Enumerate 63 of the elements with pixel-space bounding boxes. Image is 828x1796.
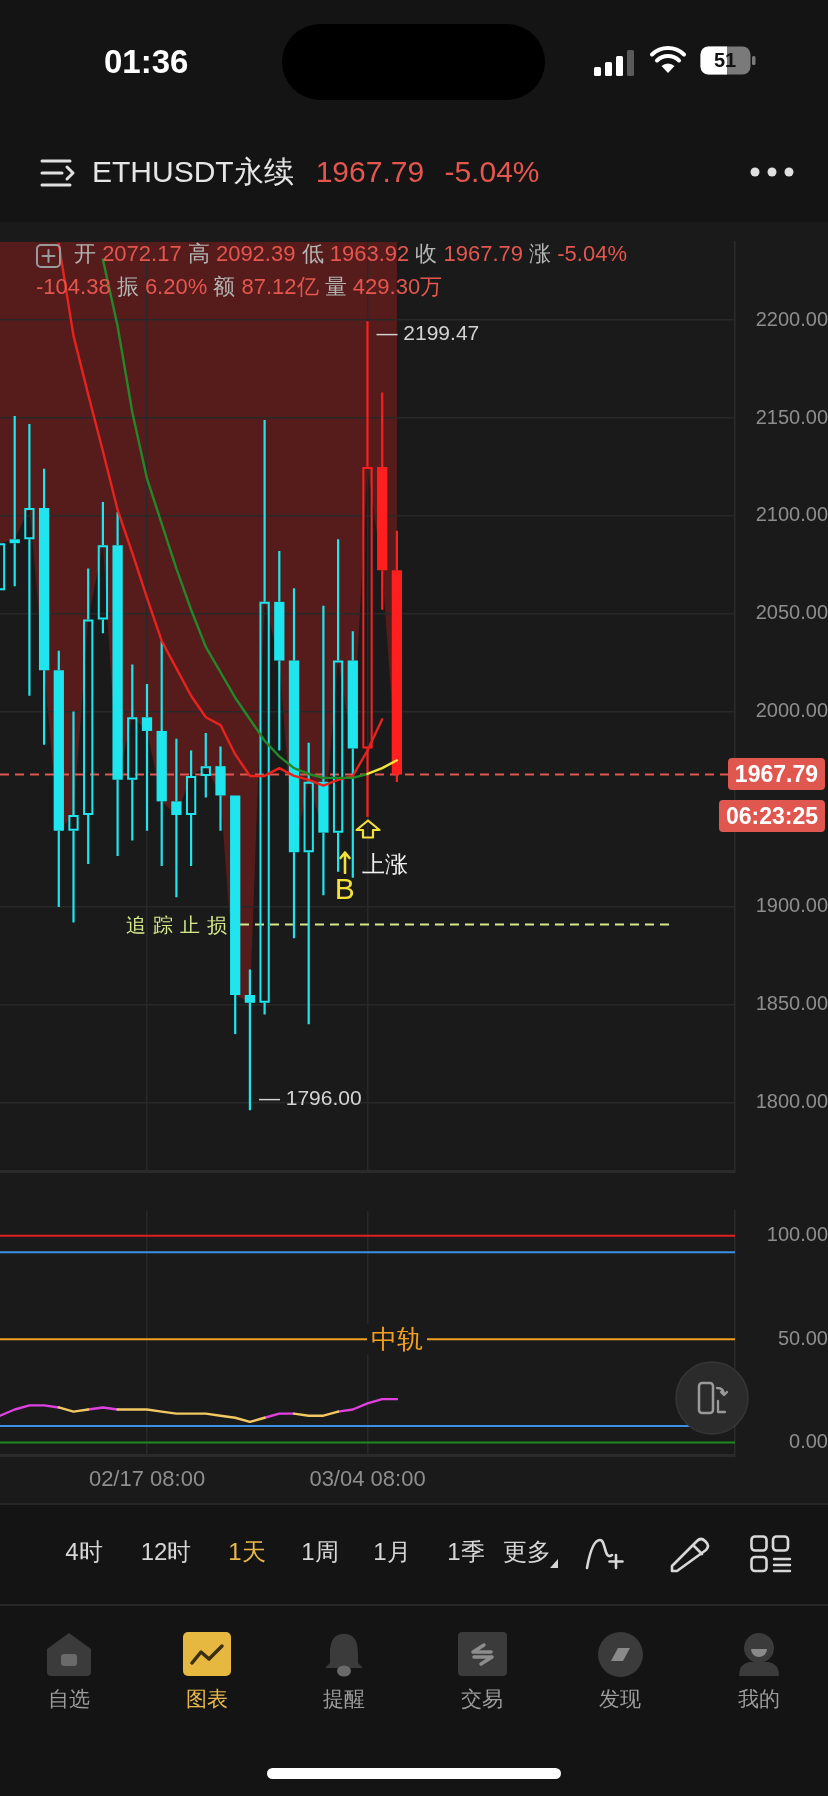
candlestick [53, 649, 64, 909]
ref-line-label: 中轨 [366, 1324, 427, 1355]
annotation: — 2199.47 [376, 320, 480, 346]
text: 1月 [373, 1537, 411, 1567]
text: 12时 [140, 1537, 192, 1567]
y-tick-label: 2100.00 [755, 503, 828, 526]
candlestick [215, 745, 226, 832]
y-tick-label: 100.00 [766, 1223, 828, 1246]
candlestick [38, 467, 50, 746]
text: 交易 [461, 1686, 503, 1712]
text: 自选 [48, 1686, 90, 1712]
text: 1天 [228, 1537, 266, 1567]
text: 发现 [599, 1686, 641, 1712]
text: 1季 [447, 1537, 485, 1567]
chart-subtitle: 1967.79 -5.04% [315, 154, 540, 190]
x-tick-label: 02/17 08:00 [88, 1466, 206, 1492]
candlestick [112, 510, 123, 858]
candlestick [318, 604, 329, 897]
text: 4时 [65, 1537, 103, 1567]
text: 图表 [186, 1686, 228, 1712]
y-tick-label: 50.00 [777, 1326, 828, 1349]
y-tick-label: 2000.00 [755, 698, 828, 721]
candlestick [274, 549, 285, 752]
annotation: 06:23:25 [725, 803, 818, 830]
chart-title: ETHUSDT永续 [92, 154, 294, 190]
candlestick [377, 391, 388, 611]
candlestick [347, 630, 358, 879]
text: 开 2072.17 高 2092.39 低 1963.92 收 1967.79 涨 -5.04% [74, 241, 627, 266]
candlestick [127, 663, 138, 842]
y-tick-label: 2150.00 [755, 405, 828, 428]
candlestick [332, 538, 344, 873]
y-tick-label: 1900.00 [755, 894, 828, 917]
candlestick [288, 587, 300, 940]
y-tick-label: 2200.00 [755, 307, 828, 330]
candlestick [68, 710, 79, 924]
annotation: 上涨 [361, 850, 408, 878]
y-tick-label: 2050.00 [755, 601, 828, 624]
candlestick [171, 737, 182, 899]
candlestick [303, 741, 314, 1026]
candlestick [244, 968, 256, 1112]
text: 1周 [301, 1537, 339, 1567]
annotation: — 1796.00 [258, 1085, 362, 1111]
ref-line-label: 1967.79 [734, 761, 818, 788]
candlestick [230, 795, 241, 1036]
y-tick-label: 1850.00 [755, 992, 828, 1015]
text: 提醒 [323, 1686, 365, 1712]
candlestick [141, 682, 153, 832]
candlestick [24, 422, 35, 697]
y-tick-label: 1800.00 [755, 1090, 828, 1113]
candlestick [259, 418, 270, 1016]
text: 01:36 [104, 42, 189, 82]
candlestick [391, 529, 403, 784]
ref-line-label: 追踪止损 [126, 912, 234, 938]
text: 更多 [503, 1537, 551, 1567]
candlestick [9, 414, 20, 588]
candlestick [97, 501, 109, 635]
annotation: B [334, 870, 355, 907]
x-tick-label: 03/04 08:00 [309, 1466, 426, 1492]
candlestick [185, 749, 197, 867]
y-tick-label: 0.00 [789, 1430, 828, 1453]
text: 我的 [738, 1686, 780, 1712]
candlestick [200, 731, 211, 799]
candlestick [83, 567, 94, 866]
